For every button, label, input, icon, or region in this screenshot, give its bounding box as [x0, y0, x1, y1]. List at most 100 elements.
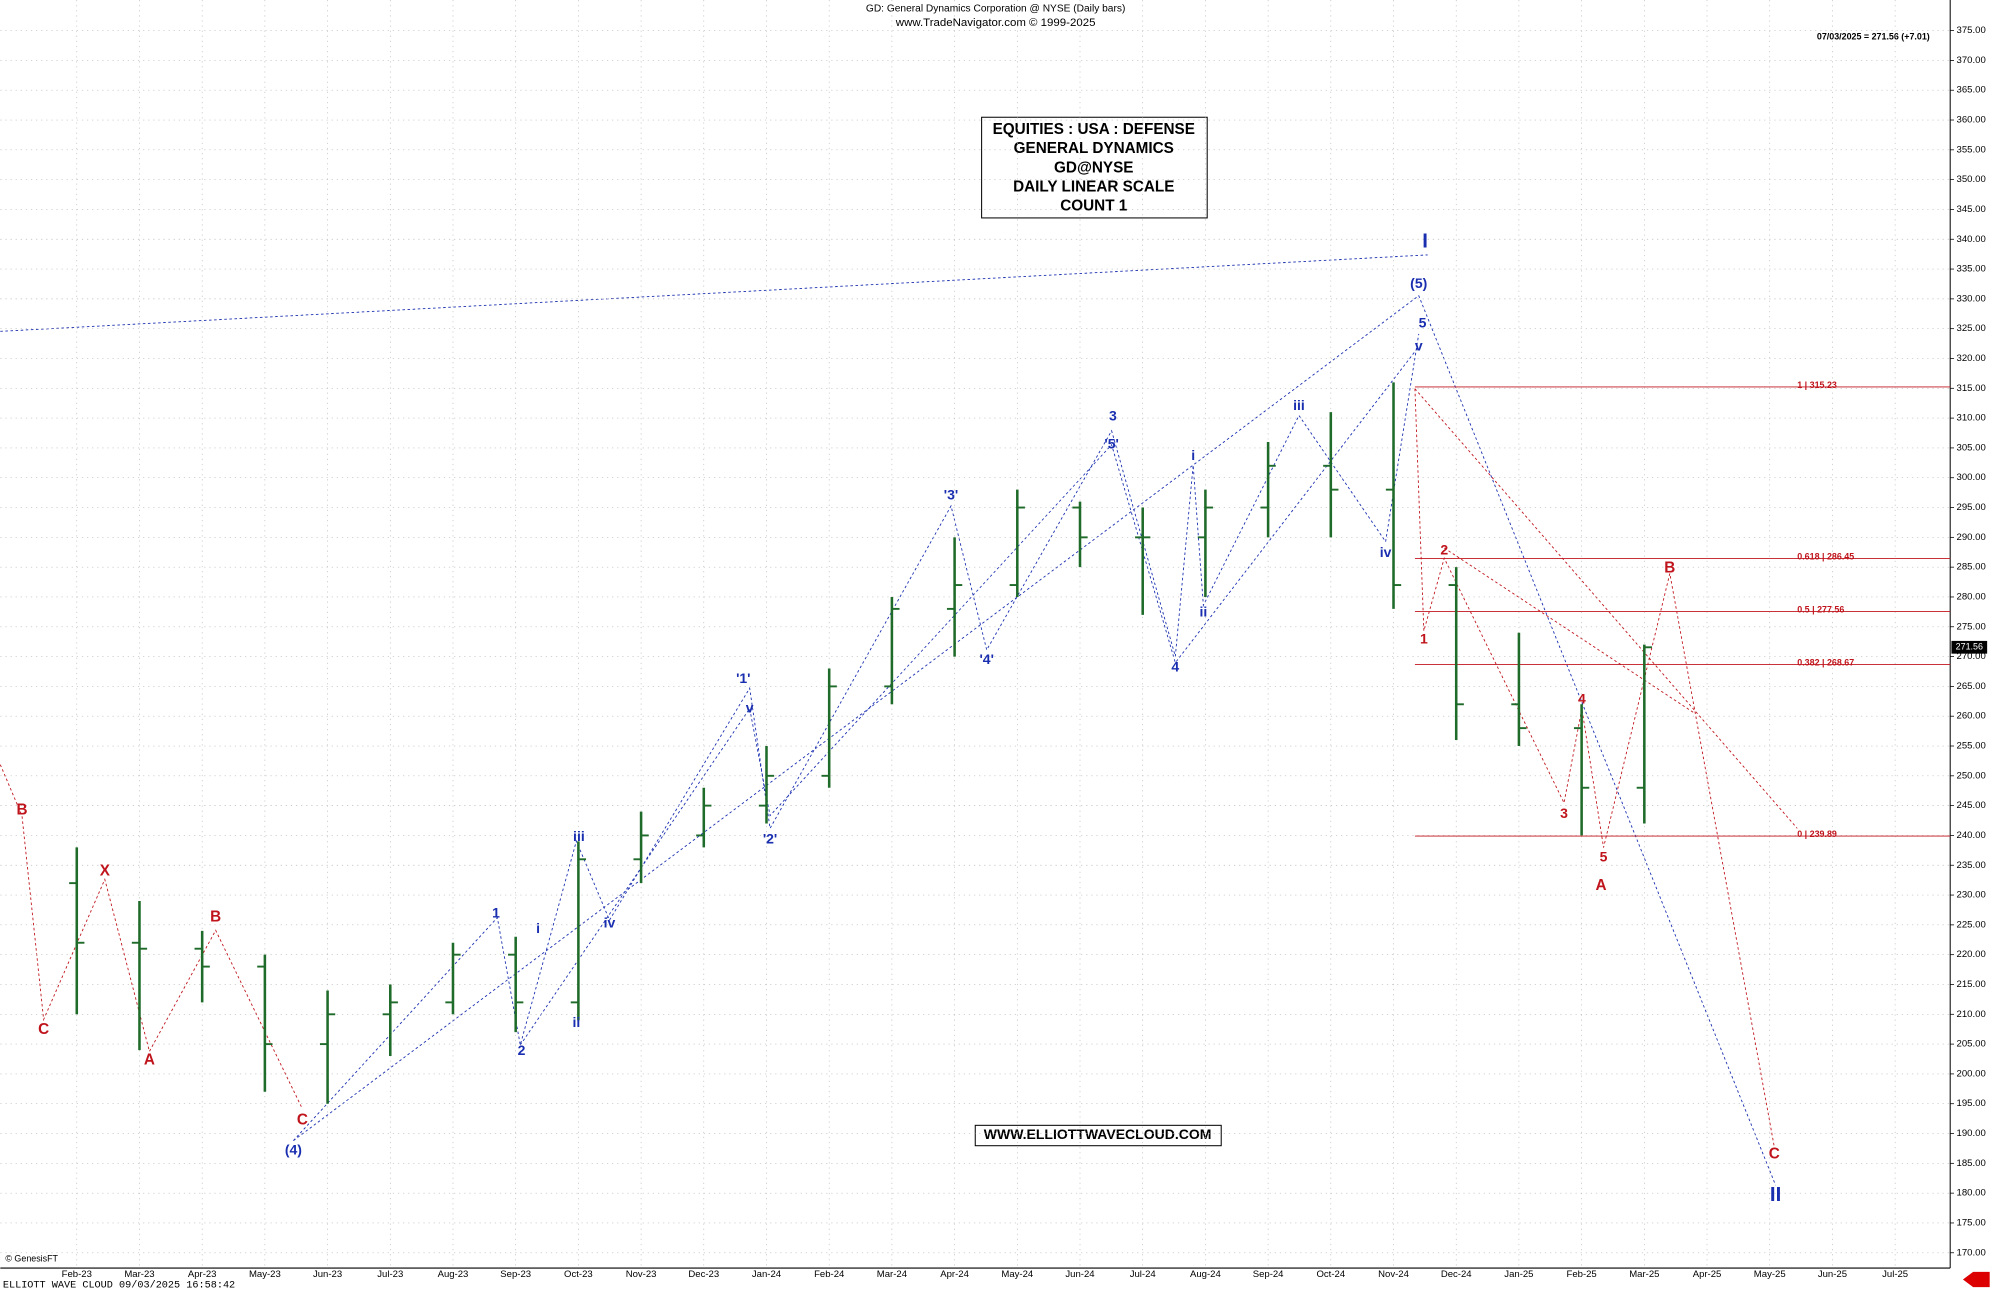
footer: ELLIOTT WAVE CLOUD 09/03/2025 16:58:42	[3, 1279, 235, 1291]
wave-line	[293, 333, 1420, 1141]
y-tick-label: 325.00	[1957, 323, 1986, 334]
x-tick-label: May-25	[1754, 1269, 1786, 1280]
x-tick-label: Sep-23	[500, 1269, 531, 1280]
y-tick-label: 315.00	[1957, 383, 1986, 394]
y-tick-label: 250.00	[1957, 770, 1986, 781]
x-tick-label: Jan-25	[1504, 1269, 1533, 1280]
info-line: COUNT 1	[1060, 197, 1128, 214]
y-tick-label: 300.00	[1957, 472, 1986, 483]
wave-label: II	[1770, 1184, 1781, 1206]
x-tick-label: Feb-23	[62, 1269, 92, 1280]
x-tick-label: Oct-24	[1316, 1269, 1345, 1280]
y-tick-label: 245.00	[1957, 800, 1986, 811]
y-tick-label: 275.00	[1957, 621, 1986, 632]
fib-label: 0.382 | 268.67	[1797, 658, 1854, 668]
last-quote: 07/03/2025 = 271.56 (+7.01)	[1817, 31, 1930, 41]
chart-subtitle: www.TradeNavigator.com © 1999-2025	[895, 17, 1096, 29]
wave-label: C	[38, 1021, 49, 1038]
y-tick-label: 320.00	[1957, 353, 1986, 364]
wave-label: v	[746, 699, 754, 715]
x-tick-label: May-24	[1001, 1269, 1034, 1280]
y-tick-label: 280.00	[1957, 591, 1986, 602]
y-tick-label: 240.00	[1957, 830, 1986, 841]
wave-label: 1	[492, 904, 500, 920]
y-tick-label: 195.00	[1957, 1098, 1986, 1109]
y-tick-label: 310.00	[1957, 413, 1986, 424]
wave-label: iii	[573, 828, 585, 844]
wave-line	[1414, 388, 1775, 1148]
y-tick-label: 370.00	[1957, 55, 1986, 66]
x-tick-label: Mar-25	[1629, 1269, 1659, 1280]
y-tick-label: 210.00	[1957, 1009, 1986, 1020]
wave-line	[1414, 388, 1798, 829]
wave-label: C	[297, 1111, 308, 1128]
info-line: GD@NYSE	[1054, 159, 1133, 176]
x-tick-label: Oct-23	[564, 1269, 593, 1280]
wave-label: (4)	[285, 1142, 302, 1158]
wave-label: B	[16, 802, 27, 819]
y-tick-label: 170.00	[1957, 1247, 1986, 1258]
fib-label: 0 | 239.89	[1797, 829, 1837, 839]
wave-label: v	[1415, 337, 1423, 353]
x-tick-label: Mar-24	[877, 1269, 908, 1280]
wave-label: '5'	[1104, 435, 1118, 451]
fib-label: 0.5 | 277.56	[1797, 605, 1844, 615]
y-tick-label: 305.00	[1957, 442, 1986, 453]
wave-label: A	[1595, 877, 1606, 894]
website: WWW.ELLIOTTWAVECLOUD.COM	[984, 1126, 1212, 1142]
wave-label: iv	[1380, 544, 1392, 560]
source: © GenesisFT	[5, 1253, 58, 1263]
y-tick-label: 295.00	[1957, 502, 1986, 513]
y-tick-label: 205.00	[1957, 1039, 1986, 1050]
wave-label: i	[536, 920, 540, 936]
y-tick-label: 175.00	[1957, 1217, 1986, 1228]
wave-label: ii	[572, 1014, 580, 1030]
wave-label: 2	[1440, 541, 1448, 557]
wave-label: 1	[1420, 630, 1428, 646]
info-box	[981, 116, 1208, 219]
wave-label: B	[1664, 559, 1675, 576]
wave-label: 2	[518, 1042, 526, 1058]
x-tick-label: Apr-23	[188, 1269, 217, 1280]
x-tick-label: Jul-23	[377, 1269, 403, 1280]
fib-label: 0.618 | 286.45	[1797, 552, 1854, 562]
x-tick-label: Jun-23	[313, 1269, 342, 1280]
wave-label: C	[1769, 1146, 1780, 1163]
y-tick-label: 215.00	[1957, 979, 1986, 990]
y-tick-label: 265.00	[1957, 681, 1986, 692]
y-tick-label: 190.00	[1957, 1128, 1986, 1139]
y-tick-label: 330.00	[1957, 293, 1986, 304]
x-tick-label: Jul-24	[1130, 1269, 1157, 1280]
wave-label: B	[210, 909, 221, 926]
scroll-arrow	[1962, 1271, 1990, 1288]
x-tick-label: Nov-23	[626, 1269, 657, 1280]
info-line: DAILY LINEAR SCALE	[1013, 178, 1174, 195]
wave-label: A	[144, 1051, 155, 1068]
wave-label: X	[100, 863, 111, 880]
wave-label: '3'	[944, 486, 958, 502]
fib-label: 1 | 315.23	[1797, 380, 1837, 390]
y-tick-label: 360.00	[1957, 115, 1986, 126]
x-tick-label: Aug-24	[1190, 1269, 1221, 1280]
wave-label: 4	[1171, 659, 1179, 675]
y-tick-label: 230.00	[1957, 890, 1986, 901]
wave-label: 5	[1600, 848, 1608, 864]
y-tick-label: 185.00	[1957, 1158, 1986, 1169]
x-tick-label: Jun-24	[1065, 1269, 1095, 1280]
y-tick-label: 180.00	[1957, 1188, 1986, 1199]
y-tick-label: 260.00	[1957, 711, 1986, 722]
wave-line	[0, 764, 303, 1109]
wave-label: I	[1422, 231, 1428, 253]
wave-line	[0, 254, 1428, 332]
wave-label: (5)	[1410, 275, 1427, 291]
wave-line	[293, 294, 1777, 1186]
chart-title: GD: General Dynamics Corporation @ NYSE …	[866, 4, 1125, 15]
y-tick-label: 345.00	[1957, 204, 1986, 215]
x-tick-label: Jul-25	[1882, 1269, 1908, 1280]
wave-label: iv	[604, 915, 616, 931]
x-tick-label: Feb-24	[814, 1269, 845, 1280]
wave-label: '1'	[736, 670, 750, 686]
wave-label: '2'	[763, 831, 777, 847]
